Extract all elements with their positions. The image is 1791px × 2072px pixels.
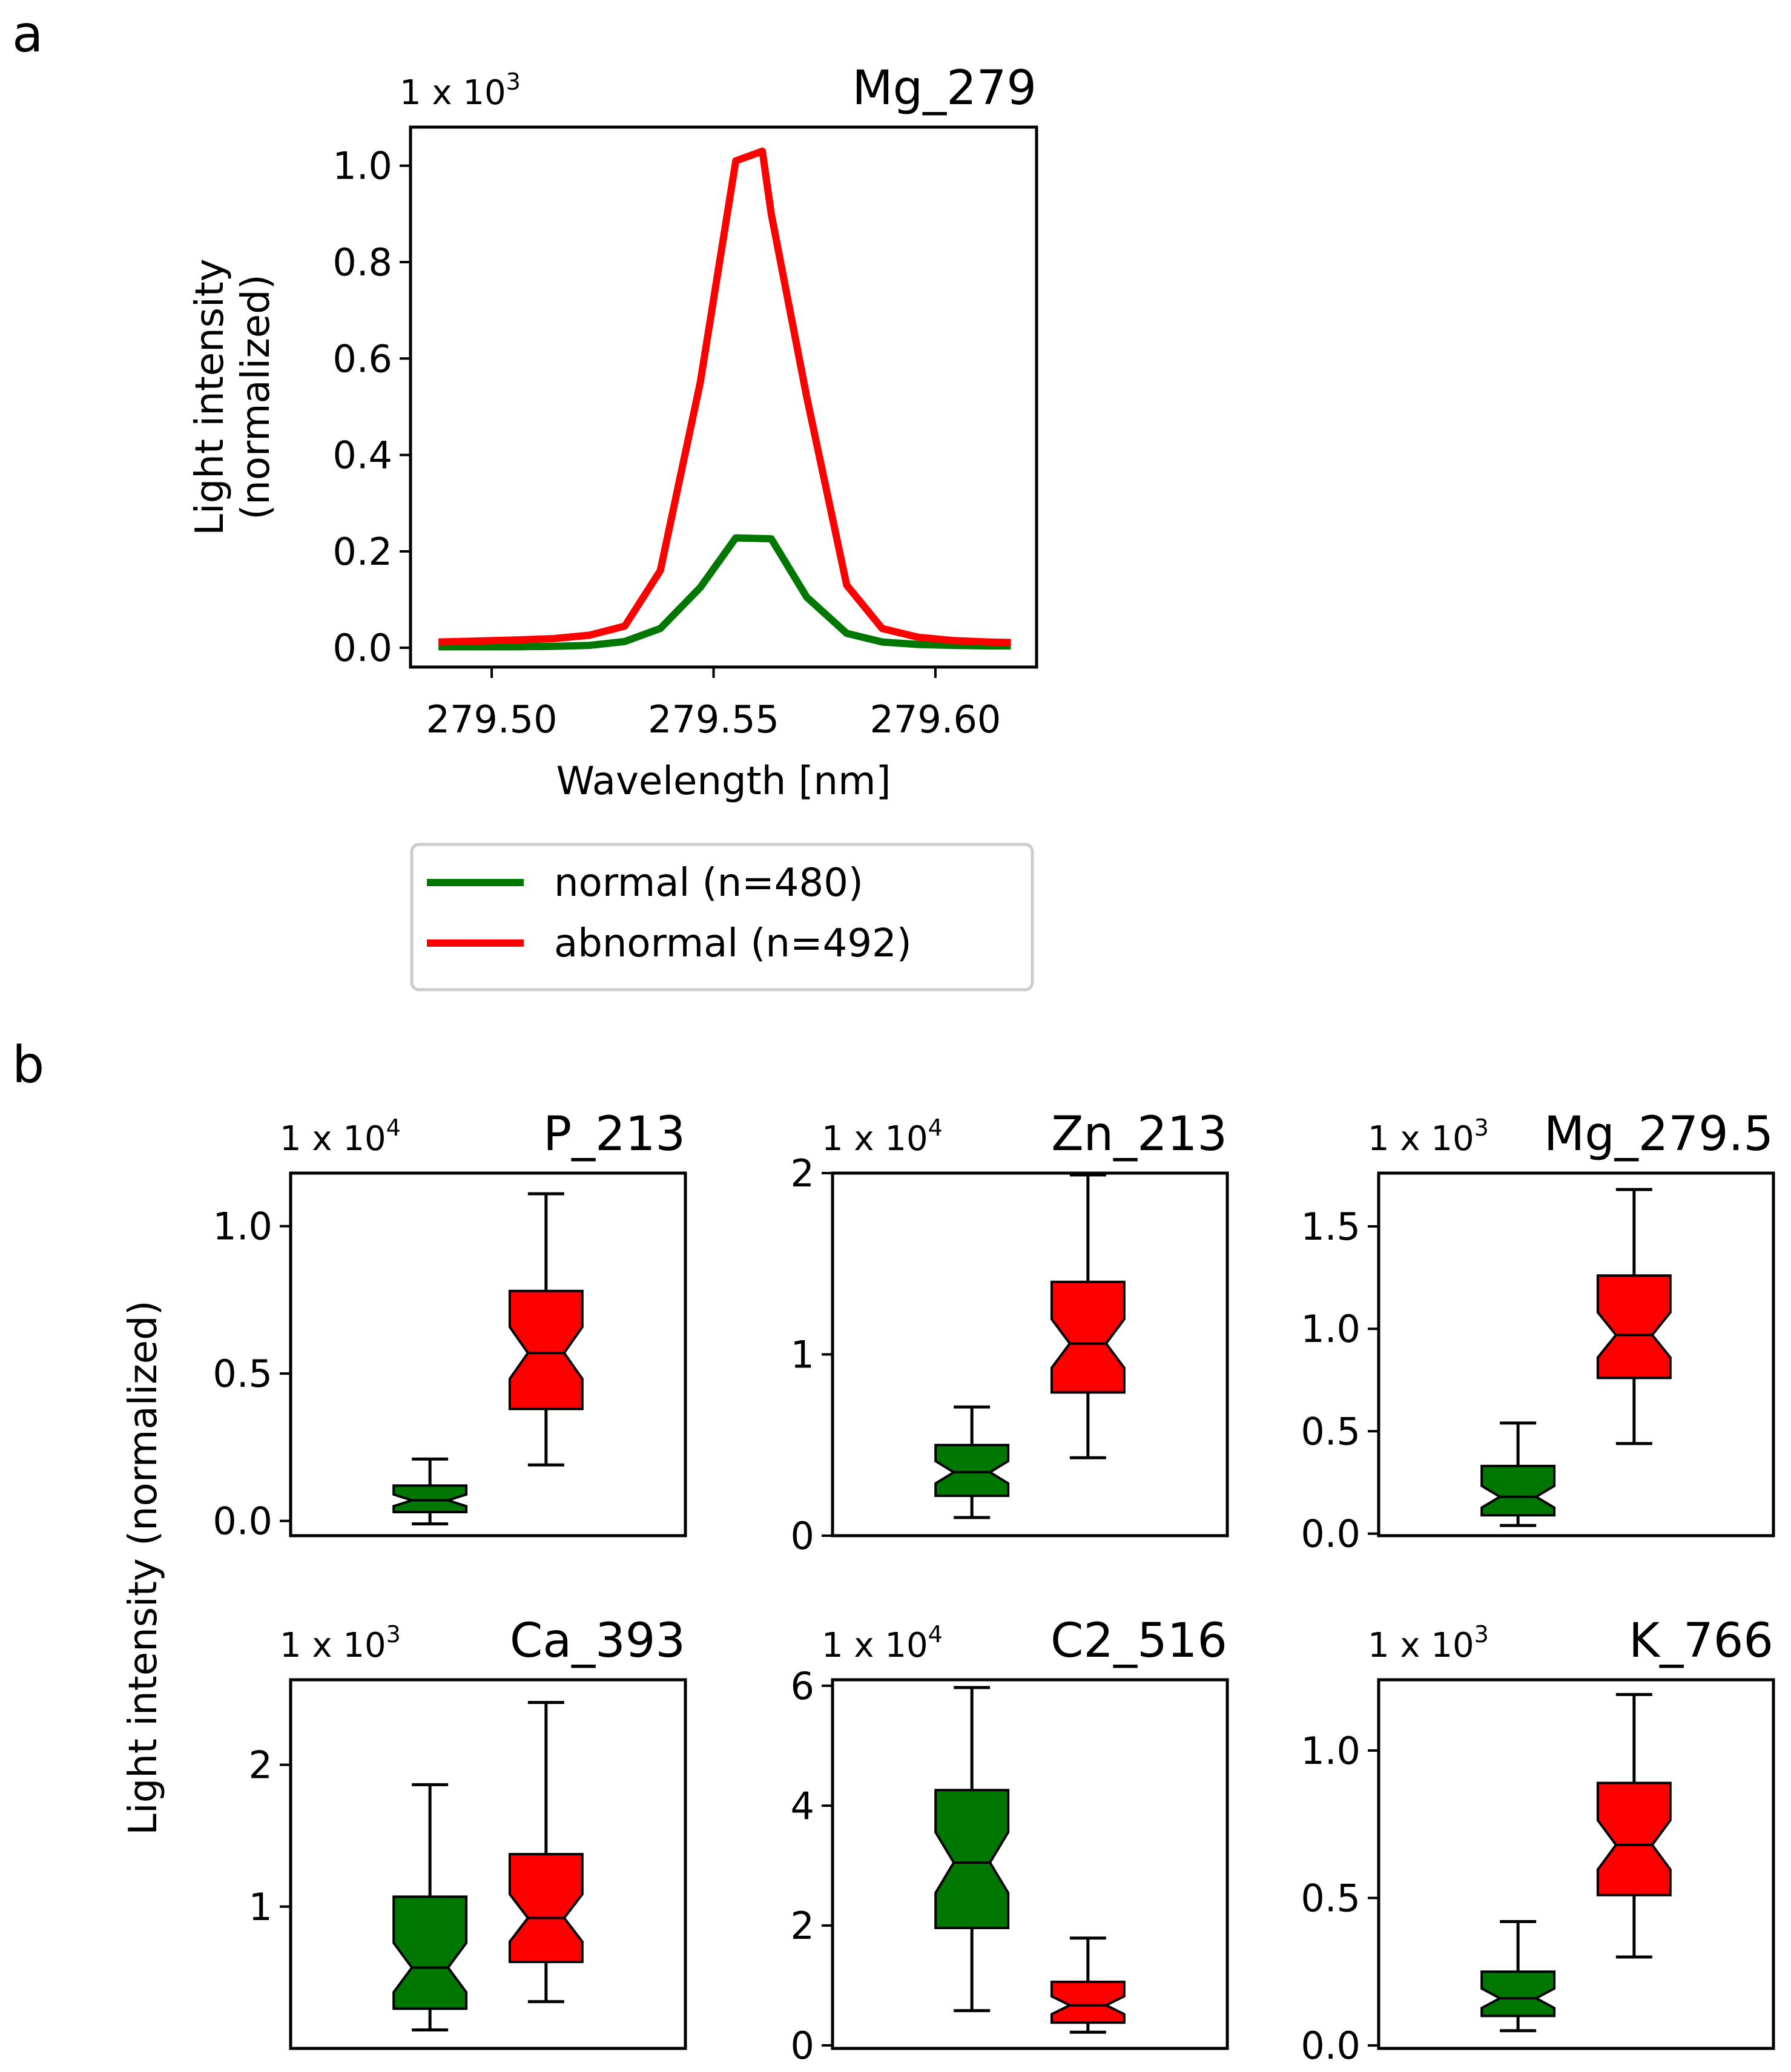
mg279-frame (409, 125, 1038, 669)
zn213-ytick-label: 0 (791, 1514, 814, 1558)
chart-p213: P_213 1 x 104 0.0 0.5 1.0 (213, 1107, 687, 1544)
c2516-frame (831, 1678, 1229, 2050)
c2516-ytick-label: 6 (791, 1664, 814, 1708)
box-abnormal (508, 1289, 584, 1410)
ca393-scale-exponent: 3 (386, 1621, 401, 1648)
c2516-scale-exponent: 4 (928, 1621, 943, 1648)
panel-label-a: a (12, 4, 43, 64)
zn213-scale-base: 1 x 10 (822, 1119, 928, 1159)
mg279-title: Mg_279 (852, 61, 1037, 116)
chart-mg279: Mg_279 1 x 103 0.0 0.2 0.4 0.6 0.8 1.0 279.50 279… (188, 61, 1038, 804)
mg279-ytick-label: 0.0 (332, 626, 392, 670)
zn213-title: Zn_213 (1051, 1107, 1227, 1162)
mg279-xtick-label: 279.55 (648, 697, 779, 742)
mg2795-ytick-label: 0.5 (1301, 1409, 1361, 1453)
zn213-ytick-label: 1 (791, 1333, 814, 1377)
box-abnormal (1596, 1274, 1672, 1380)
c2516-title: C2_516 (1051, 1614, 1227, 1668)
ca393-ytick-label: 2 (249, 1743, 272, 1788)
zn213-ytick-label: 2 (791, 1151, 814, 1196)
ca393-title: Ca_393 (510, 1614, 685, 1668)
p213-ytick-label: 0.0 (213, 1499, 272, 1544)
c2516-ytick-label: 4 (791, 1784, 814, 1828)
series-line-normal (438, 534, 1011, 651)
box-abnormal (508, 1853, 584, 1964)
ca393-ytick-label: 1 (249, 1885, 272, 1929)
k766-ytick-label: 0.5 (1301, 1876, 1361, 1921)
mg279-scale-exponent: 3 (506, 68, 521, 95)
box-abnormal (1050, 1280, 1126, 1394)
mg279-scale-base: 1 x 10 (400, 73, 506, 113)
p213-ytick-label: 0.5 (213, 1352, 272, 1396)
series-line-abnormal (438, 147, 1011, 646)
k766-ytick-label: 0.0 (1301, 2024, 1361, 2068)
chart-zn213: Zn_213 1 x 104 0 1 2 (791, 1107, 1229, 1558)
box-normal (934, 1789, 1010, 1929)
mg2795-title: Mg_279.5 (1544, 1107, 1773, 1162)
c2516-ytick-label: 0 (791, 2024, 814, 2068)
zn213-scale-exponent: 4 (928, 1114, 943, 1141)
k766-scale-label: 1 x 103 (1368, 1621, 1489, 1665)
mg279-ylabel-line1: Light intensity (188, 258, 233, 536)
mg2795-ytick-label: 0.0 (1301, 1512, 1361, 1556)
mg2795-ytick-label: 1.5 (1301, 1205, 1361, 1249)
mg279-xtick-label: 279.50 (426, 697, 558, 742)
box-abnormal (1596, 1781, 1672, 1896)
p213-ytick-label: 1.0 (213, 1205, 272, 1249)
legend-normal-label: normal (n=480) (554, 861, 863, 906)
legend-frame (410, 843, 1034, 992)
chart-ca393: Ca_393 1 x 103 1 2 (249, 1614, 687, 2050)
zn213-scale-label: 1 x 104 (822, 1114, 943, 1159)
boxplot-ylabel: Light intensity (normalized) (121, 1300, 166, 1835)
mg2795-scale-label: 1 x 103 (1368, 1114, 1489, 1159)
ca393-frame (289, 1678, 687, 2050)
box-abnormal (1050, 1981, 1126, 2024)
mg279-ytick-label: 0.8 (332, 240, 392, 284)
k766-title: K_766 (1629, 1614, 1773, 1668)
chart-mg2795: Mg_279.5 1 x 103 0.0 0.5 1.0 1.5 (1301, 1107, 1775, 1556)
p213-title: P_213 (543, 1107, 685, 1162)
legend-abnormal-label: abnormal (n=492) (554, 921, 912, 966)
mg279-ytick-label: 0.4 (332, 433, 392, 478)
p213-frame (289, 1171, 687, 1538)
c2516-scale-base: 1 x 10 (822, 1626, 928, 1665)
c2516-ytick-label: 2 (791, 1904, 814, 1948)
k766-scale-base: 1 x 10 (1368, 1626, 1474, 1665)
mg279-ytick-label: 1.0 (332, 144, 392, 188)
ca393-scale-base: 1 x 10 (280, 1626, 386, 1665)
p213-scale-exponent: 4 (386, 1114, 401, 1141)
chart-k766: K_766 1 x 103 0.0 0.5 1.0 (1301, 1614, 1775, 2068)
p213-scale-base: 1 x 10 (280, 1119, 386, 1159)
k766-ytick-label: 1.0 (1301, 1729, 1361, 1773)
mg279-xlabel: Wavelength [nm] (556, 759, 891, 804)
mg2795-scale-base: 1 x 10 (1368, 1119, 1474, 1159)
p213-scale-label: 1 x 104 (280, 1114, 401, 1159)
zn213-frame (831, 1171, 1229, 1538)
panel-label-b: b (12, 1035, 44, 1094)
mg2795-scale-exponent: 3 (1474, 1114, 1489, 1141)
mg279-ylabel-line2: (normalized) (234, 274, 279, 520)
k766-scale-exponent: 3 (1474, 1621, 1489, 1648)
mg279-xtick-label: 279.60 (869, 697, 1001, 742)
c2516-scale-label: 1 x 104 (822, 1621, 943, 1665)
box-normal (934, 1444, 1010, 1498)
mg279-ytick-label: 0.2 (332, 530, 392, 574)
mg279-scale-label: 1 x 103 (400, 68, 521, 113)
box-normal (392, 1484, 468, 1513)
ca393-scale-label: 1 x 103 (280, 1621, 401, 1665)
k766-frame (1377, 1678, 1775, 2050)
mg2795-ytick-label: 1.0 (1301, 1307, 1361, 1351)
box-normal (1480, 1464, 1556, 1517)
mg279-ytick-label: 0.6 (332, 337, 392, 381)
box-normal (392, 1895, 468, 2010)
legend: normal (n=480) abnormal (n=492) (410, 843, 1034, 992)
mg2795-frame (1377, 1171, 1775, 1538)
box-normal (1480, 1970, 1556, 2018)
